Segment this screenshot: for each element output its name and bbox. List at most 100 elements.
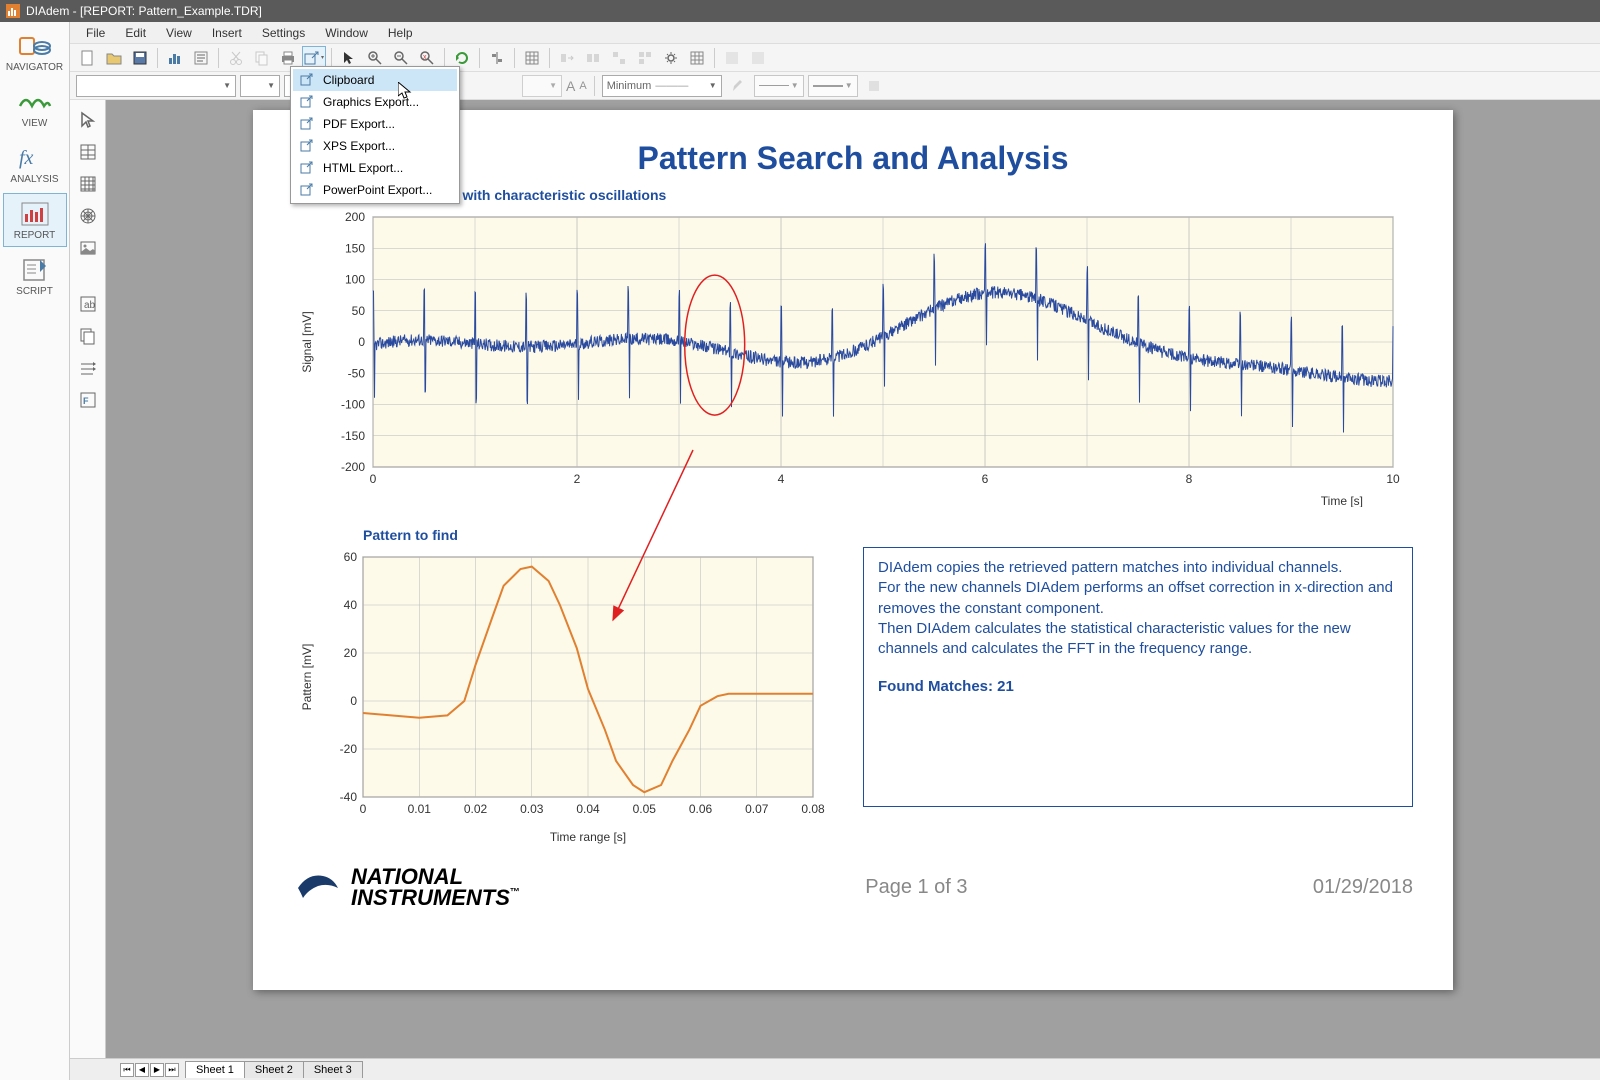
sheet-prev[interactable]: ◀ bbox=[135, 1063, 149, 1077]
palette-cursor[interactable] bbox=[74, 106, 102, 134]
svg-text:Signal [mV]: Signal [mV] bbox=[300, 311, 314, 372]
tb-grp2[interactable] bbox=[746, 46, 770, 70]
palette-table2[interactable] bbox=[74, 170, 102, 198]
combo-4[interactable]: ▼ bbox=[522, 75, 562, 97]
save-button[interactable] bbox=[128, 46, 152, 70]
rail-navigator[interactable]: NAVIGATOR bbox=[3, 25, 67, 79]
open-button[interactable] bbox=[102, 46, 126, 70]
window-titlebar: DIAdem - [REPORT: Pattern_Example.TDR] bbox=[0, 0, 1600, 22]
pattern-chart: Pattern to find -40-20020406000.010.020.… bbox=[293, 527, 833, 847]
svg-text:-200: -200 bbox=[341, 460, 365, 474]
sheet-last[interactable]: ⏭ bbox=[165, 1063, 179, 1077]
matches-label: Found Matches: 21 bbox=[878, 677, 1398, 697]
menu-window[interactable]: Window bbox=[315, 24, 378, 42]
svg-text:0.06: 0.06 bbox=[689, 802, 713, 816]
rail-view[interactable]: VIEW bbox=[3, 81, 67, 135]
combo-2[interactable]: ▼ bbox=[240, 75, 280, 97]
rail-script[interactable]: SCRIPT bbox=[3, 249, 67, 303]
signal-chart: Original data with characteristic oscill… bbox=[293, 187, 1413, 507]
rail-report[interactable]: REPORT bbox=[3, 193, 67, 247]
cut-button[interactable] bbox=[224, 46, 248, 70]
sheet-tab-3[interactable]: Sheet 3 bbox=[303, 1061, 363, 1078]
text-button[interactable] bbox=[189, 46, 213, 70]
new-button[interactable] bbox=[76, 46, 100, 70]
palette-lines[interactable] bbox=[74, 354, 102, 382]
svg-text:x: x bbox=[423, 54, 427, 61]
svg-text:200: 200 bbox=[345, 210, 365, 224]
grid-button[interactable] bbox=[520, 46, 544, 70]
tb-misc3[interactable] bbox=[607, 46, 631, 70]
dd-clipboard[interactable]: Clipboard bbox=[293, 69, 457, 91]
menu-settings[interactable]: Settings bbox=[252, 24, 315, 42]
info-p2: For the new channels DIAdem performs an … bbox=[878, 578, 1398, 619]
page-footer: NATIONAL INSTRUMENTS™ Page 1 of 3 01/29/… bbox=[293, 867, 1413, 909]
fill-button[interactable] bbox=[862, 74, 886, 98]
brush-button[interactable] bbox=[726, 74, 750, 98]
svg-text:-40: -40 bbox=[340, 790, 358, 804]
sheet-next[interactable]: ▶ bbox=[150, 1063, 164, 1077]
dd-html[interactable]: HTML Export... bbox=[293, 157, 457, 179]
svg-text:0.02: 0.02 bbox=[464, 802, 488, 816]
tool-palette: ab F bbox=[70, 100, 106, 1058]
svg-text:Pattern [mV]: Pattern [mV] bbox=[300, 644, 314, 711]
grid2-button[interactable] bbox=[685, 46, 709, 70]
dd-graphics[interactable]: Graphics Export... bbox=[293, 91, 457, 113]
palette-table[interactable] bbox=[74, 138, 102, 166]
svg-text:Time [s]: Time [s] bbox=[1321, 494, 1363, 507]
palette-image[interactable] bbox=[74, 234, 102, 262]
svg-text:-20: -20 bbox=[340, 742, 358, 756]
svg-text:0.05: 0.05 bbox=[633, 802, 657, 816]
svg-text:60: 60 bbox=[344, 550, 358, 564]
sheet-first[interactable]: ⏮ bbox=[120, 1063, 134, 1077]
svg-text:Time range [s]: Time range [s] bbox=[550, 830, 626, 844]
left-rail: NAVIGATOR VIEW fx ANALYSIS REPORT SCRIPT bbox=[0, 22, 70, 1080]
svg-text:2: 2 bbox=[574, 472, 581, 486]
line-style-combo[interactable]: ▼ bbox=[754, 75, 804, 97]
svg-text:0: 0 bbox=[350, 694, 357, 708]
svg-text:-150: -150 bbox=[341, 429, 365, 443]
palette-formula[interactable]: F bbox=[74, 386, 102, 414]
svg-text:0.03: 0.03 bbox=[520, 802, 544, 816]
tb-misc1[interactable] bbox=[555, 46, 579, 70]
svg-text:0: 0 bbox=[370, 472, 377, 486]
info-box: DIAdem copies the retrieved pattern matc… bbox=[863, 547, 1413, 807]
svg-text:0: 0 bbox=[358, 335, 365, 349]
font-smaller-icon[interactable]: A bbox=[579, 80, 586, 92]
tb-grp1[interactable] bbox=[720, 46, 744, 70]
menu-insert[interactable]: Insert bbox=[202, 24, 252, 42]
menu-view[interactable]: View bbox=[156, 24, 202, 42]
chart2-title: Pattern to find bbox=[363, 527, 833, 543]
sheet-tab-1[interactable]: Sheet 1 bbox=[185, 1061, 245, 1078]
sheet-tabs: ⏮ ◀ ▶ ⏭ Sheet 1 Sheet 2 Sheet 3 bbox=[70, 1058, 1600, 1080]
minimum-combo[interactable]: Minimum———▼ bbox=[602, 75, 722, 97]
svg-text:fx: fx bbox=[19, 147, 34, 169]
info-p1: DIAdem copies the retrieved pattern matc… bbox=[878, 558, 1398, 578]
report-canvas[interactable]: Pattern Search and Analysis Original dat… bbox=[106, 100, 1600, 1058]
sheet-tab-2[interactable]: Sheet 2 bbox=[244, 1061, 304, 1078]
window-title: DIAdem - [REPORT: Pattern_Example.TDR] bbox=[26, 4, 262, 18]
menu-edit[interactable]: Edit bbox=[115, 24, 156, 42]
ni-logo: NATIONAL INSTRUMENTS™ bbox=[351, 867, 520, 909]
menu-help[interactable]: Help bbox=[378, 24, 423, 42]
settings-button[interactable] bbox=[659, 46, 683, 70]
palette-copy[interactable] bbox=[74, 322, 102, 350]
svg-text:0.07: 0.07 bbox=[745, 802, 769, 816]
palette-polar[interactable] bbox=[74, 202, 102, 230]
tb-misc2[interactable] bbox=[581, 46, 605, 70]
line-weight-combo[interactable]: ▼ bbox=[808, 75, 858, 97]
dd-ppt[interactable]: PowerPoint Export... bbox=[293, 179, 457, 201]
palette-text[interactable]: ab bbox=[74, 290, 102, 318]
menu-file[interactable]: File bbox=[76, 24, 115, 42]
chart-button[interactable] bbox=[163, 46, 187, 70]
tb-misc4[interactable] bbox=[633, 46, 657, 70]
dd-pdf[interactable]: PDF Export... bbox=[293, 113, 457, 135]
font-bigger-icon[interactable]: A bbox=[566, 78, 575, 94]
page-date: 01/29/2018 bbox=[1313, 876, 1413, 899]
combo-1[interactable]: ▼ bbox=[76, 75, 236, 97]
align-button[interactable] bbox=[485, 46, 509, 70]
svg-text:0.08: 0.08 bbox=[801, 802, 825, 816]
rail-analysis[interactable]: fx ANALYSIS bbox=[3, 137, 67, 191]
dd-xps[interactable]: XPS Export... bbox=[293, 135, 457, 157]
ni-eagle-icon bbox=[293, 868, 343, 908]
copy-button[interactable] bbox=[250, 46, 274, 70]
